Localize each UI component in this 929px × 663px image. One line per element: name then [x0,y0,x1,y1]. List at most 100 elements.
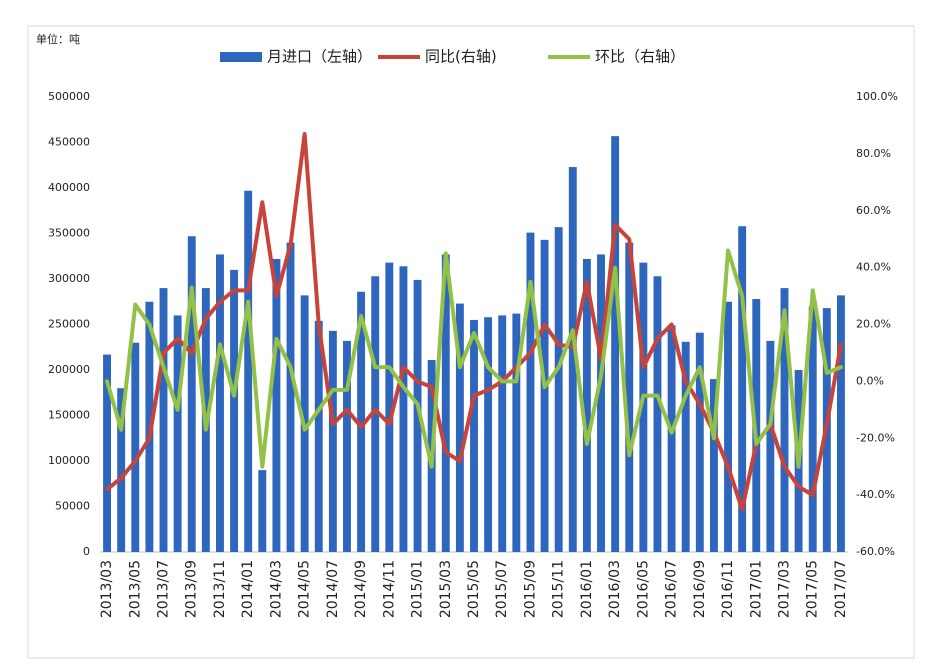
y-tick-label: 100000 [48,454,90,467]
y-tick-label: 450000 [48,136,90,149]
x-tick-label: 2014/09 [353,560,369,618]
bar [455,303,464,552]
bar [216,254,224,552]
x-tick-label: 2017/01 [748,560,764,618]
bar [808,306,817,552]
bar [470,319,478,552]
y2-tick-label: 20.0% [856,318,891,331]
x-tick-label: 2014/03 [268,560,284,618]
x-tick-label: 2014/01 [240,560,256,618]
x-tick-label: 2016/07 [664,560,680,618]
x-tick-label: 2017/07 [833,560,849,618]
x-tick-label: 2017/03 [776,560,792,618]
bar [582,258,591,552]
y2-tick-label: -20.0% [856,431,895,444]
bar [399,266,408,552]
x-tick-label: 2013/03 [99,560,115,618]
bar [314,320,323,552]
unit-label: 单位：吨 [36,32,80,46]
bar [103,354,112,552]
bar [286,242,295,552]
y-tick-label: 0 [83,545,90,558]
legend-label: 月进口（左轴） [267,48,372,66]
line-series [105,248,843,469]
y2-tick-label: 80.0% [856,147,891,160]
y2-tick-label: 100.0% [856,90,898,103]
y2-tick-label: 60.0% [856,204,891,217]
x-tick-label: 2016/01 [579,560,595,618]
y2-tick-label: 0.0% [856,374,884,387]
bar [187,236,196,553]
bar [357,291,366,552]
bar [343,340,351,552]
line-series [105,131,843,512]
legend-label: 同比(右轴) [425,48,497,66]
bar [258,470,267,552]
bar [371,276,380,552]
bar [639,262,648,552]
x-tick-label: 2014/07 [325,560,341,618]
x-tick-label: 2015/07 [494,560,510,618]
y2-tick-label: -60.0% [856,545,895,558]
legend-label: 环比（右轴） [595,48,685,66]
y-tick-label: 250000 [48,318,90,331]
x-tick-label: 2016/03 [607,560,623,618]
bar [836,295,845,552]
bar [766,340,775,552]
y-tick-label: 150000 [48,409,90,422]
y2-tick-label: -40.0% [856,488,895,501]
bar [328,330,337,552]
x-tick-label: 2015/03 [438,560,454,618]
y-tick-label: 400000 [48,181,90,194]
bar [230,269,239,552]
x-tick-label: 2014/11 [381,560,397,618]
y-tick-label: 200000 [48,363,90,376]
bar [554,227,563,552]
bar [667,325,676,552]
y-tick-label: 350000 [48,227,90,240]
x-tick-label: 2016/09 [692,560,708,618]
x-tick-label: 2015/01 [410,560,426,618]
bar [709,379,718,552]
bar [625,242,634,552]
x-tick-label: 2017/05 [805,560,821,618]
bar [611,136,620,552]
y2-tick-label: 40.0% [856,261,891,274]
x-tick-label: 2013/07 [156,560,172,618]
bar [498,315,507,552]
x-tick-label: 2014/05 [297,560,313,618]
bar [540,239,549,552]
y-tick-label: 50000 [55,500,90,513]
x-tick-label: 2013/11 [212,560,228,618]
bar [173,315,182,552]
y-tick-label: 500000 [48,90,90,103]
bar [597,254,605,552]
bar [484,317,493,552]
bar [159,288,168,552]
bar [131,342,140,552]
bar [724,301,732,552]
bar [244,190,253,553]
x-tick-label: 2013/09 [184,560,200,618]
bar [441,254,450,552]
bar [413,279,422,552]
bar [117,388,126,552]
legend-swatch [220,52,262,62]
x-tick-label: 2013/05 [127,560,143,618]
x-tick-label: 2015/05 [466,560,482,618]
x-tick-label: 2015/09 [522,560,538,618]
bar [526,232,535,552]
x-tick-label: 2015/11 [551,560,567,618]
bar [653,276,662,552]
x-tick-label: 2016/05 [635,560,651,618]
bar [681,341,690,552]
bar [780,288,789,552]
x-tick-label: 2016/11 [720,560,736,618]
bar [738,226,747,552]
bar [512,313,521,552]
bar [695,332,704,552]
y-tick-label: 300000 [48,272,90,285]
bar [385,262,394,552]
bar [568,167,577,552]
